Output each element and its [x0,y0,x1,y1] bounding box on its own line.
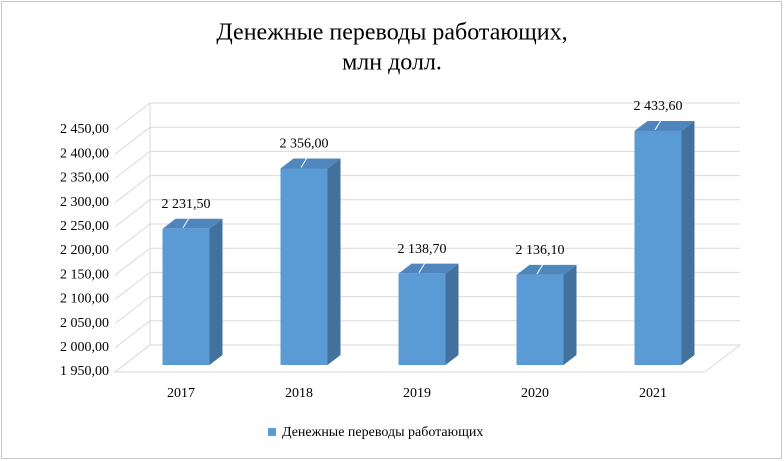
y-tick-label: 2 250,00 [60,219,109,234]
chart-title: млн долл. [342,50,442,76]
y-tick-label: 2 350,00 [60,171,109,186]
label-leader [536,260,546,275]
y-tick-label: 2 300,00 [60,195,109,210]
x-tick-label: 2017 [167,386,195,401]
data-label: 2 138,70 [398,242,447,257]
legend-label: Денежные переводы работающих [282,425,483,440]
grid-line [114,175,740,203]
chart-title: Денежные переводы работающих, [216,20,567,46]
bar-side [563,264,577,365]
grid-line [114,199,740,228]
y-tick-label: 2 100,00 [60,292,109,307]
x-tick-label: 2018 [285,386,313,401]
y-tick-label: 2 450,00 [60,122,109,137]
bar-side [445,263,459,365]
bar-top [162,218,223,229]
data-label: 2 433,60 [634,99,683,114]
bar-side [327,158,341,365]
data-label: 2 231,50 [162,197,211,212]
bar-top [398,263,459,274]
y-tick-label: 2 400,00 [60,146,109,161]
bar [280,168,328,365]
data-label: 2 356,00 [280,137,329,152]
y-tick-label: 2 150,00 [60,267,109,282]
y-tick-label: 2 000,00 [60,340,109,355]
label-leader [182,214,192,229]
bar-top [516,264,577,275]
grid-line [114,102,740,131]
y-tick-label: 2 200,00 [60,243,109,258]
bar [516,274,564,365]
legend-swatch [268,428,276,436]
bar-top [280,158,341,169]
bar [634,130,682,365]
grid-line [114,247,740,276]
x-tick-label: 2021 [639,386,667,401]
bar [162,228,210,365]
bar-side [681,120,695,366]
grid-line [114,126,740,155]
label-leader [654,116,664,131]
bar [398,273,446,365]
label-leader [418,259,428,273]
grid-line [114,223,740,252]
data-label: 2 136,10 [516,243,565,258]
y-tick-label: 1 950,00 [60,364,109,379]
grid-line [114,150,740,179]
x-tick-label: 2019 [403,386,431,401]
bar-top [634,120,695,131]
x-tick-label: 2020 [521,386,549,401]
y-tick-label: 2 050,00 [60,316,109,331]
label-leader [300,154,310,168]
bar-side [209,218,223,365]
